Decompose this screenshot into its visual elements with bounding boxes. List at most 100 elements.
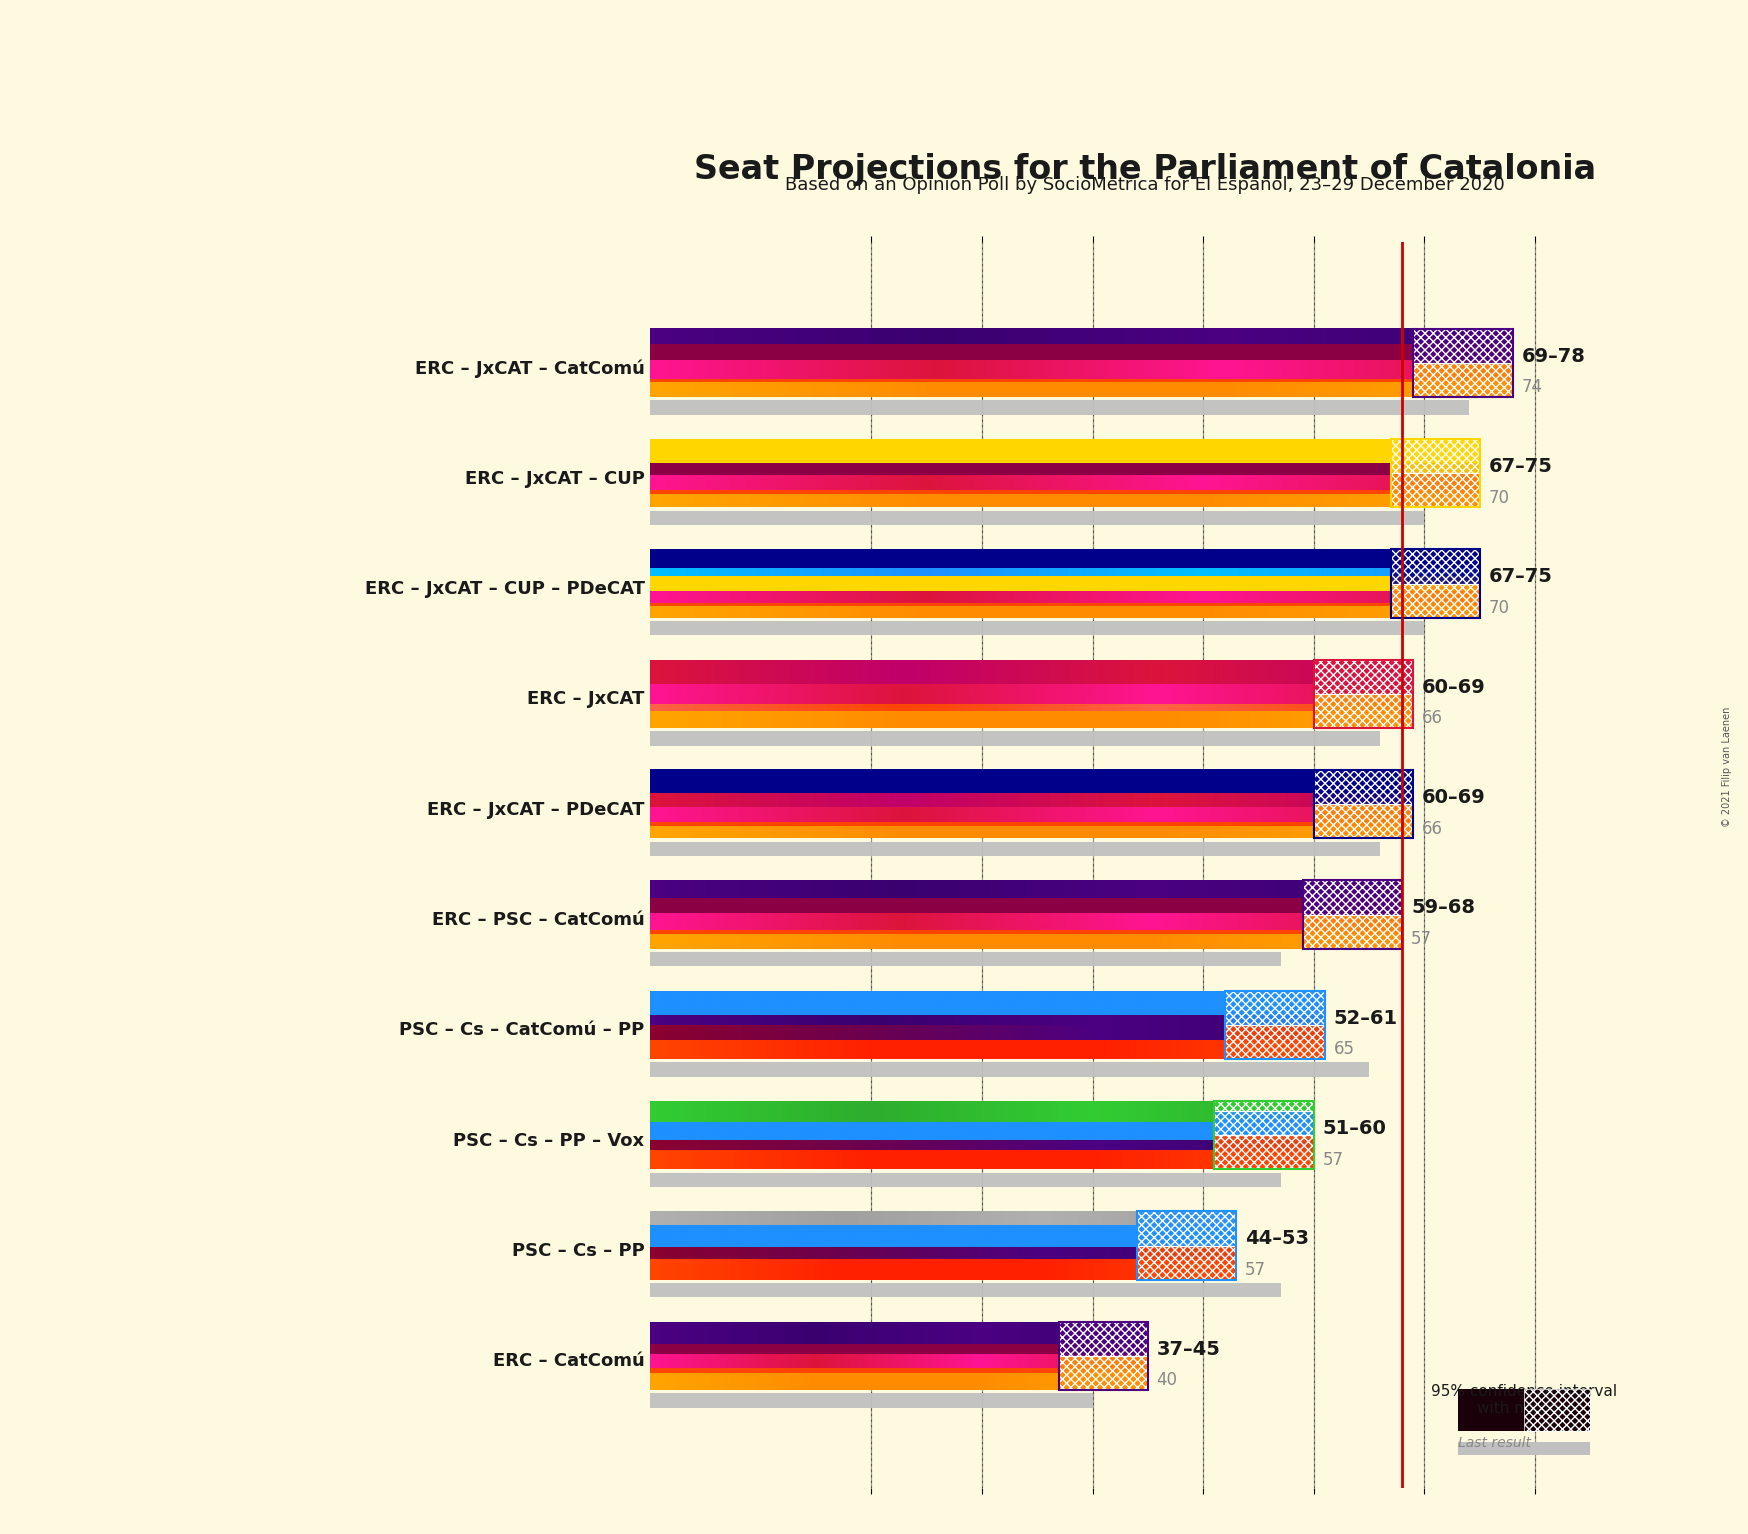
Text: 70: 70 (1489, 488, 1510, 506)
Bar (1458, 1410, 1591, 1431)
Bar (1314, 693, 1414, 729)
Bar (1391, 439, 1481, 474)
Bar (650, 1282, 1281, 1298)
Text: ERC – JxCAT – CatComú: ERC – JxCAT – CatComú (414, 359, 645, 377)
Bar (1391, 549, 1481, 583)
Bar (1059, 1356, 1148, 1390)
Bar (1314, 770, 1414, 804)
Text: © 2021 Filip van Laenen: © 2021 Filip van Laenen (1722, 707, 1732, 827)
Bar (1136, 1212, 1236, 1279)
Bar (1225, 991, 1325, 1058)
Bar (650, 732, 1381, 746)
Text: 52–61: 52–61 (1334, 1009, 1398, 1028)
Text: PSC – Cs – PP: PSC – Cs – PP (512, 1243, 645, 1259)
Bar (1414, 328, 1512, 364)
Bar (1215, 1101, 1314, 1111)
Text: 67–75: 67–75 (1489, 457, 1552, 476)
Bar (650, 842, 1381, 856)
Bar (1314, 804, 1414, 839)
Text: 57: 57 (1245, 1261, 1266, 1279)
Text: 65: 65 (1334, 1040, 1355, 1058)
Text: 60–69: 60–69 (1423, 788, 1486, 807)
Bar (1314, 660, 1414, 729)
Text: 44–53: 44–53 (1245, 1229, 1309, 1249)
Bar (1391, 439, 1481, 508)
Bar (1391, 549, 1481, 583)
Bar (1302, 881, 1402, 914)
Bar (1136, 1246, 1236, 1279)
Bar (1225, 1025, 1325, 1058)
Bar (650, 400, 1468, 414)
Bar (1458, 1442, 1591, 1456)
Bar (650, 953, 1281, 966)
Text: ERC – PSC – CatComú: ERC – PSC – CatComú (432, 911, 645, 930)
Text: 59–68: 59–68 (1411, 899, 1475, 917)
Bar (1059, 1356, 1148, 1390)
Text: 51–60: 51–60 (1323, 1120, 1386, 1138)
Text: ERC – JxCAT – CUP: ERC – JxCAT – CUP (465, 469, 645, 488)
Bar (1314, 804, 1414, 839)
Bar (650, 1063, 1369, 1077)
Text: PSC – Cs – CatComú – PP: PSC – Cs – CatComú – PP (399, 1022, 645, 1040)
Text: 74: 74 (1523, 379, 1543, 396)
Text: ERC – JxCAT: ERC – JxCAT (528, 690, 645, 709)
Bar (1458, 1388, 1591, 1410)
Bar (1225, 991, 1325, 1025)
Bar (1391, 549, 1481, 618)
Text: 66: 66 (1423, 819, 1444, 838)
Bar (1225, 1025, 1325, 1058)
Bar (650, 1393, 1092, 1408)
Bar (1314, 770, 1414, 804)
Bar (1391, 583, 1481, 618)
Bar (1391, 474, 1481, 508)
Bar (1314, 660, 1414, 693)
Bar (1391, 439, 1481, 474)
Text: 70: 70 (1489, 598, 1510, 617)
Bar (1414, 364, 1512, 397)
Title: Seat Projections for the Parliament of Catalonia: Seat Projections for the Parliament of C… (694, 153, 1596, 186)
Text: PSC – Cs – PP – Vox: PSC – Cs – PP – Vox (453, 1132, 645, 1150)
Bar (1314, 770, 1414, 839)
Text: 40: 40 (1157, 1371, 1178, 1390)
Bar (1302, 914, 1402, 950)
Bar (1314, 693, 1414, 729)
Bar (1414, 328, 1512, 364)
Text: 66: 66 (1423, 709, 1444, 727)
Bar (1136, 1212, 1236, 1246)
Bar (1414, 364, 1512, 397)
Bar (1215, 1101, 1314, 1169)
Bar (1215, 1111, 1314, 1135)
Bar (1225, 991, 1325, 1025)
Text: 37–45: 37–45 (1157, 1339, 1220, 1359)
Bar (650, 1174, 1281, 1187)
Text: ERC – JxCAT – PDeCAT: ERC – JxCAT – PDeCAT (427, 801, 645, 819)
Bar (1059, 1322, 1148, 1390)
Bar (1136, 1246, 1236, 1279)
Text: ERC – JxCAT – CUP – PDeCAT: ERC – JxCAT – CUP – PDeCAT (365, 580, 645, 598)
Bar (1059, 1322, 1148, 1356)
Bar (1314, 660, 1414, 693)
Bar (1414, 328, 1512, 397)
Text: 69–78: 69–78 (1523, 347, 1585, 365)
Bar (1302, 881, 1402, 950)
Text: 67–75: 67–75 (1489, 568, 1552, 586)
Bar (1215, 1135, 1314, 1169)
Text: 57: 57 (1411, 930, 1432, 948)
Bar (1524, 1388, 1591, 1431)
Bar (650, 621, 1425, 635)
Text: 95% confidence interval
with median: 95% confidence interval with median (1432, 1384, 1617, 1416)
Text: Based on an Opinion Poll by SocioMétrica for El Español, 23–29 December 2020: Based on an Opinion Poll by SocioMétrica… (785, 176, 1505, 195)
Bar (1215, 1135, 1314, 1169)
Bar (1391, 474, 1481, 508)
Bar (1391, 583, 1481, 618)
Bar (1059, 1322, 1148, 1356)
Text: 57: 57 (1323, 1150, 1344, 1169)
Bar (1136, 1212, 1236, 1246)
Text: ERC – CatComú: ERC – CatComú (493, 1353, 645, 1370)
Bar (1215, 1111, 1314, 1135)
Text: 60–69: 60–69 (1423, 678, 1486, 696)
Bar (1302, 881, 1402, 914)
Text: Last result: Last result (1458, 1436, 1531, 1451)
Bar (1302, 914, 1402, 950)
Bar (1215, 1101, 1314, 1111)
